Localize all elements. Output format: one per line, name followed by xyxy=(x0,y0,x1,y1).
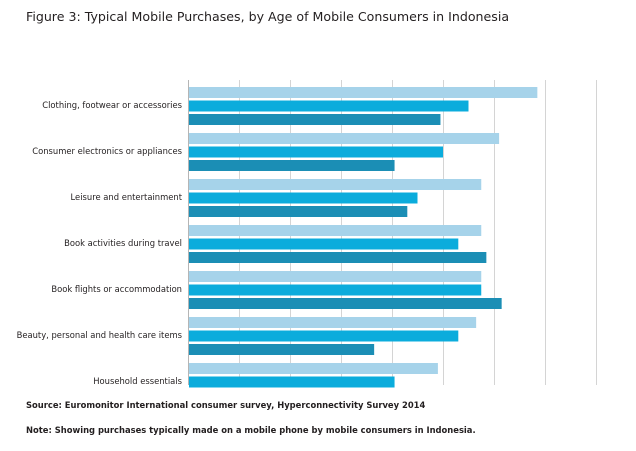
bar-2 xyxy=(189,146,443,158)
bar-3 xyxy=(189,252,487,263)
category-labels: Clothing, footwear or accessories Consume… xyxy=(17,100,183,386)
bar-3 xyxy=(189,160,395,171)
bar-1 xyxy=(189,363,438,374)
category-label: Book activities during travel xyxy=(64,238,182,248)
bar-2 xyxy=(189,100,469,112)
bar-1 xyxy=(189,87,538,98)
bar-2 xyxy=(189,376,395,388)
bar-3 xyxy=(189,298,502,309)
bar-1 xyxy=(189,271,482,282)
bars-group xyxy=(189,87,538,388)
bar-chart: Clothing, footwear or accessories Consume… xyxy=(17,80,597,388)
bar-3 xyxy=(189,206,408,217)
category-label: Book flights or accommodation xyxy=(51,284,182,294)
bar-1 xyxy=(189,317,477,328)
category-label: Beauty, personal and health care items xyxy=(17,330,182,340)
bar-2 xyxy=(189,192,418,204)
bar-2 xyxy=(189,330,459,342)
bar-3 xyxy=(189,114,441,125)
category-label: Leisure and entertainment xyxy=(71,192,183,202)
bar-2 xyxy=(189,238,459,250)
bar-1 xyxy=(189,225,482,236)
category-label: Consumer electronics or appliances xyxy=(32,146,182,156)
footnote: Note: Showing purchases typically made o… xyxy=(26,425,476,435)
bar-2 xyxy=(189,284,482,296)
bar-3 xyxy=(189,344,375,355)
chart-title: Figure 3: Typical Mobile Purchases, by A… xyxy=(26,9,510,24)
bar-1 xyxy=(189,133,500,144)
bar-1 xyxy=(189,179,482,190)
category-label: Household essentials xyxy=(93,376,182,386)
category-label: Clothing, footwear or accessories xyxy=(42,100,182,110)
source-note: Source: Euromonitor International consum… xyxy=(26,400,426,410)
